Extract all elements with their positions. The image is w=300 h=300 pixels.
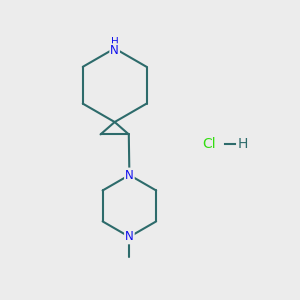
Text: N: N	[125, 230, 134, 243]
Text: H: H	[111, 37, 119, 47]
Text: N: N	[125, 169, 134, 182]
Text: N: N	[110, 44, 119, 57]
Text: Cl: Cl	[202, 137, 216, 151]
Text: H: H	[238, 137, 248, 151]
